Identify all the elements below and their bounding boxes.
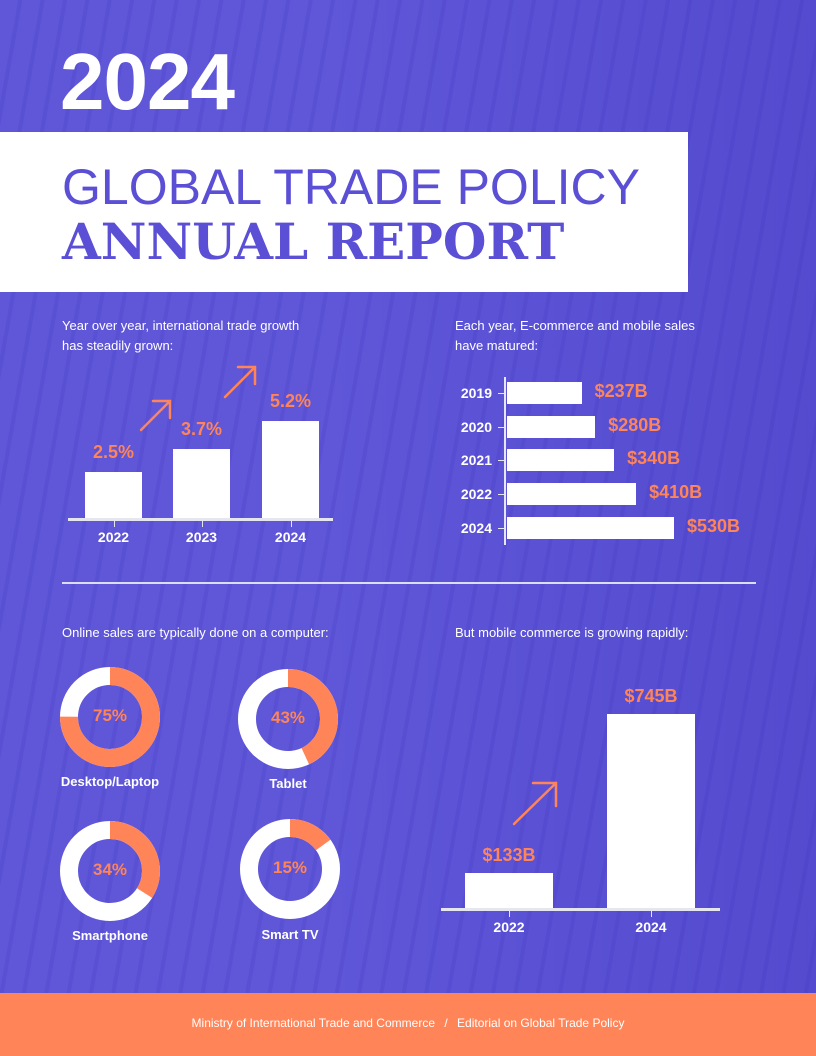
up-right-arrow-icon — [139, 399, 172, 432]
bar — [507, 483, 637, 505]
y-tick — [498, 460, 504, 461]
bar — [262, 421, 319, 518]
donut-slice — [60, 821, 160, 921]
donut-value: 15% — [272, 858, 308, 877]
x-tick-label: 2022 — [97, 529, 130, 545]
y-axis — [504, 377, 506, 545]
bar — [85, 471, 142, 518]
x-tick-label: 2022 — [493, 919, 525, 935]
footer: Ministry of International Trade and Comm… — [0, 993, 816, 1056]
bar — [507, 382, 582, 404]
donut-chart — [238, 669, 338, 769]
x-tick — [113, 521, 115, 527]
footer-ministry: Ministry of International Trade and Comm… — [191, 1016, 435, 1030]
up-right-arrow-icon — [512, 781, 558, 826]
data-label: $340B — [627, 448, 681, 468]
title-box — [0, 132, 688, 292]
x-axis — [68, 518, 333, 521]
report-year: 2024 — [60, 37, 235, 126]
chart1-caption: Year over year, international trade grow… — [62, 318, 300, 353]
data-label: $745B — [624, 685, 678, 706]
bar — [507, 517, 674, 539]
up-right-arrow-icon — [223, 365, 257, 399]
x-tick — [651, 911, 652, 917]
data-label: 3.7% — [180, 419, 223, 440]
y-tick — [498, 393, 504, 394]
donut-slice — [60, 667, 160, 767]
data-label: $237B — [594, 381, 648, 401]
donut-category: Smart TV — [261, 927, 319, 942]
bar — [465, 873, 553, 908]
x-tick-label: 2023 — [185, 529, 218, 545]
chart4-caption: But mobile commerce is growing rapidly: — [455, 625, 689, 640]
donut-slice — [240, 819, 340, 919]
y-tick — [498, 494, 504, 495]
y-tick-label: 2024 — [460, 520, 492, 536]
donut-slice — [238, 669, 338, 769]
x-tick-label: 2024 — [274, 529, 307, 545]
x-tick — [290, 521, 292, 527]
donut-value: 34% — [92, 860, 128, 879]
donut-category: Smartphone — [72, 928, 148, 943]
data-label: 2.5% — [92, 441, 135, 462]
donut-value: 43% — [270, 708, 306, 727]
x-axis — [441, 908, 720, 911]
title-line-1: GLOBAL TRADE POLICY — [62, 159, 640, 215]
bar — [507, 449, 615, 471]
data-label: $410B — [649, 482, 703, 502]
x-tick-label: 2024 — [635, 919, 667, 935]
footer-separator: / — [444, 1016, 448, 1030]
data-label: $530B — [686, 516, 740, 536]
donut-chart — [60, 667, 160, 767]
title-line-2: ANNUAL REPORT — [62, 212, 565, 271]
donut-category: Tablet — [269, 776, 307, 791]
bar — [507, 416, 596, 438]
y-tick-label: 2019 — [460, 385, 492, 401]
bar — [173, 449, 230, 518]
chart2-caption: Each year, E-commerce and mobile sales h… — [455, 318, 695, 353]
donut-value: 75% — [92, 706, 128, 725]
donut-chart — [60, 821, 160, 921]
section-divider — [62, 582, 756, 584]
y-tick — [498, 427, 504, 428]
data-label: $133B — [482, 845, 536, 866]
y-tick-label: 2021 — [460, 452, 492, 468]
x-tick — [509, 911, 510, 917]
bar — [607, 713, 695, 908]
data-label: $280B — [608, 415, 662, 435]
donut-category: Desktop/Laptop — [60, 774, 160, 789]
y-tick-label: 2020 — [460, 419, 492, 435]
y-tick — [498, 528, 504, 529]
chart3-caption: Online sales are typically done on a com… — [62, 625, 329, 640]
footer-editorial: Editorial on Global Trade Policy — [457, 1016, 625, 1030]
data-label: 5.2% — [269, 391, 312, 412]
donut-chart — [240, 819, 340, 919]
x-tick — [201, 521, 203, 527]
y-tick-label: 2022 — [460, 486, 492, 502]
